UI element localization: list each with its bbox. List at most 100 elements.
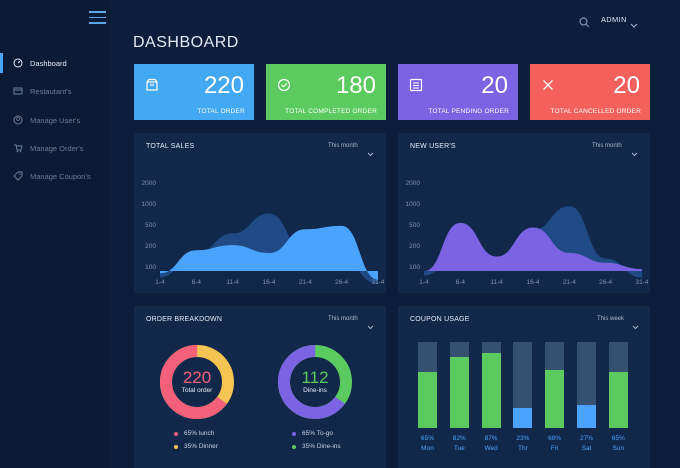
legend-item: 35% Dinner [174,443,218,450]
list-icon [409,78,423,92]
x-tick-label: 26-4 [599,279,612,286]
coupon-bar[interactable] [608,342,628,428]
coupon-bar-value: 68% [548,435,562,442]
coupon-bar-value: 27% [579,435,593,442]
legend-label: 35% Dinner [184,443,218,450]
stat-value: 180 [335,72,376,99]
tag-icon [13,171,23,181]
legend-item: 35% Dine-ins [292,443,341,450]
sidebar-item-dashboard[interactable]: Dashboard [0,52,110,74]
donut-value: 220 [182,368,212,387]
coupon-bar-value: 65% [420,435,434,442]
x-tick-label: 6-4 [456,279,466,286]
legend-dot [174,444,178,449]
cart-icon [13,143,23,153]
stat-card-cancelled-order[interactable]: 20 TOTAL CANCELLED ORDER [530,64,650,120]
legend-dot [292,431,296,436]
stat-card-total-order[interactable]: 220 TOTAL ORDER [134,64,254,120]
x-tick-label: 21-4 [299,279,312,286]
coupon-bar-fill [513,408,533,428]
stat-label: TOTAL PENDING ORDER [428,108,509,115]
sidebar-item-users[interactable]: Manage User's [0,109,110,131]
period-select[interactable]: This month [328,143,358,149]
panel-title: COUPON USAGE [410,316,470,323]
total-sales-panel: TOTAL SALES This month 2000 1000 500 200 100… [134,133,386,293]
donut-center: 220 Total order [167,368,227,395]
coupon-bar[interactable] [418,342,437,428]
legend-item: 65% To-go [292,430,333,437]
y-tick-label: 100 [409,264,420,271]
y-tick-label: 200 [145,243,156,250]
stat-value: 20 [613,72,640,99]
coupon-bar-fill [449,357,469,428]
total-sales-chart: 2000 1000 500 200 100 1-4 6-4 11-4 16-4 21-4 26-4 3… [142,180,385,286]
x-tick-label: 6-4 [192,279,202,286]
stat-label: TOTAL CANCELLED ORDER [550,108,641,115]
legend-label: 65% lunch [184,430,215,437]
sidebar-item-label: Manage Coupon's [30,171,91,181]
period-select[interactable]: This month [592,143,622,149]
chevron-down-icon[interactable] [632,317,639,330]
coupon-bar[interactable] [577,342,596,428]
y-tick-label: 500 [409,222,420,229]
box-icon [145,78,159,92]
y-tick-label: 2000 [406,180,421,187]
sidebar-item-label: Manage Order's [30,143,84,153]
x-tick-label: 11-4 [226,279,239,286]
sidebar-item-restaurants[interactable]: Restautant's [0,80,110,102]
chevron-down-icon[interactable] [367,317,374,330]
panel-title: NEW USER'S [410,143,456,150]
x-tick-label: 1-4 [155,279,165,286]
coupon-usage-panel: COUPON USAGE This week 65% Mon 82% Tue 87% We… [398,306,650,468]
panel-title: ORDER BREAKDOWN [146,316,223,323]
x-tick-label: 16-4 [526,279,539,286]
coupon-bar[interactable] [481,342,501,428]
period-select[interactable]: This week [597,316,625,322]
sidebar-item-label: Manage User's [30,115,81,125]
legend-dot [174,431,178,436]
y-tick-label: 2000 [142,180,157,187]
coupon-bar[interactable] [513,342,533,428]
coupon-bar-day: Fri [550,445,559,452]
legend-dot [292,444,296,449]
coupon-bar[interactable] [449,342,469,428]
x-icon [541,78,555,92]
lunch-dinner-donut [160,345,234,419]
sidebar-item-label: Dashboard [30,58,67,68]
x-tick-label: 31-4 [371,279,384,286]
menu-icon[interactable] [89,11,106,24]
x-tick-label: 16-4 [262,279,275,286]
area-series [160,225,378,280]
area-series [424,222,642,272]
panel-title: TOTAL SALES [146,143,195,150]
chevron-down-icon[interactable] [630,16,638,28]
sidebar: Dashboard Restautant's Manage User's Man… [0,0,110,468]
x-tick-label: 11-4 [490,279,503,286]
stat-value: 20 [481,72,508,99]
period-select[interactable]: This month [328,316,358,322]
legend-label: 65% To-go [302,430,333,437]
y-tick-label: 500 [145,222,156,229]
search-icon[interactable] [579,15,590,28]
user-menu[interactable]: ADMIN [601,15,627,24]
coupon-bar-day: Mon [421,445,434,452]
stat-card-completed-order[interactable]: 180 TOTAL COMPLETED ORDER [266,64,386,120]
coupon-bar[interactable] [545,342,565,428]
coupon-bar-day: Sat [581,445,592,452]
coupon-bar-value: 82% [452,435,466,442]
legend-item: 65% lunch [174,430,214,437]
user-icon [13,115,23,125]
coupon-bar-value: 23% [516,435,530,442]
chevron-down-icon[interactable] [367,144,374,157]
y-tick-label: 1000 [406,201,421,208]
legend-label: 35% Dine-ins [302,443,341,450]
coupon-bar-day: Thr [518,445,528,452]
stat-card-pending-order[interactable]: 20 TOTAL PENDING ORDER [398,64,518,120]
sidebar-item-orders[interactable]: Manage Order's [0,137,110,159]
sidebar-item-coupons[interactable]: Manage Coupon's [0,165,110,187]
x-tick-label: 31-4 [635,279,648,286]
donut-segment [160,345,234,419]
chevron-down-icon[interactable] [631,144,638,157]
stat-label: TOTAL COMPLETED ORDER [285,108,377,115]
donut-label: Total order [181,387,213,394]
